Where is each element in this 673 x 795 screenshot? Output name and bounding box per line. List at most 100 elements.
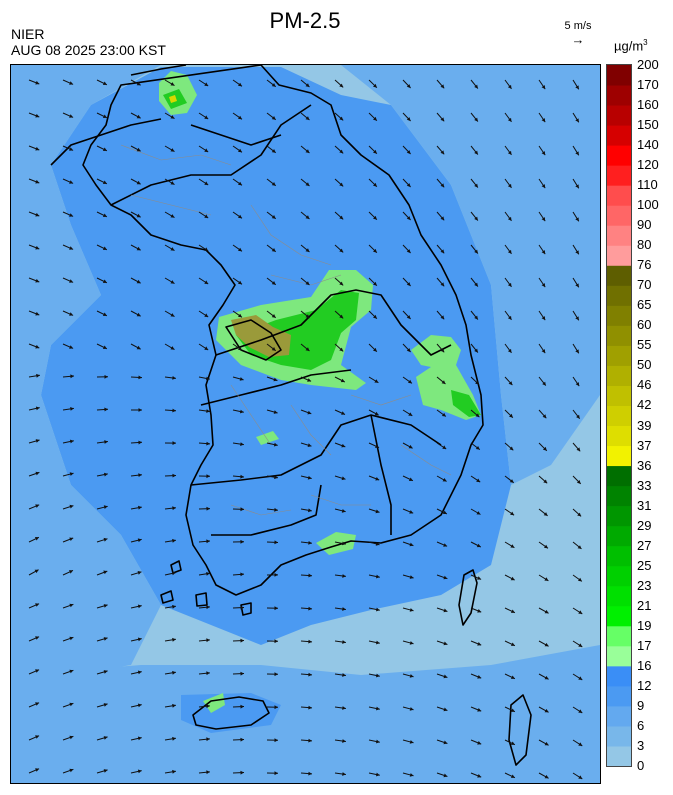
wind-vector-head — [544, 544, 548, 549]
wind-vector-head — [35, 669, 40, 673]
wind-vector-head — [541, 250, 546, 255]
wind-vector-head — [103, 736, 108, 740]
wind-vector-head — [342, 574, 346, 578]
wind-vector-head — [170, 115, 175, 119]
wind-vector-head — [103, 703, 108, 707]
map-title: PM-2.5 — [269, 8, 341, 33]
wind-vector-head — [137, 703, 142, 708]
wind-vector-head — [575, 184, 579, 189]
wind-vector-head — [541, 316, 546, 321]
wind-vector-head — [443, 575, 448, 580]
wind-vector-head — [507, 216, 512, 221]
wind-vector-head — [206, 474, 210, 479]
wind-vector-head — [170, 346, 175, 350]
legend-bin-0 — [607, 745, 631, 766]
wind-vector-head — [308, 508, 312, 513]
northeast-plume-core — [451, 390, 481, 417]
wind-vector-head — [577, 545, 582, 549]
wind-vector-head — [442, 510, 447, 514]
wind-vector-head — [406, 282, 411, 286]
wind-vector-head — [406, 117, 411, 121]
wind-vector-head — [373, 347, 377, 352]
wind-vector-head — [406, 216, 411, 220]
wind-vector-head — [239, 409, 244, 414]
legend-tick-label: 9 — [637, 697, 645, 713]
wind-vector-head — [271, 314, 276, 318]
wind-vector-head — [509, 446, 514, 451]
wind-vector-head — [443, 608, 448, 613]
legend-bin-28 — [607, 185, 631, 206]
legend-bin-34 — [607, 65, 631, 86]
concentration-field — [11, 65, 600, 783]
wind-vector-head — [274, 573, 278, 577]
wind-vector-head — [103, 637, 108, 641]
legend-tick-label: 19 — [637, 617, 652, 633]
wind-vector-head — [172, 703, 176, 708]
wind-vector-head — [510, 708, 515, 712]
wind-vector-head — [137, 670, 142, 675]
wind-vector-head — [342, 706, 346, 710]
legend-tick-label: 140 — [637, 137, 659, 153]
legend-tick-label: 65 — [637, 297, 652, 313]
wind-vector-head — [477, 708, 482, 712]
legend-tick-label: 42 — [637, 397, 652, 413]
wind-vector-head — [576, 447, 581, 452]
wind-vector-head — [541, 184, 546, 189]
wind-vector-head — [541, 349, 546, 354]
wind-vector-head — [477, 741, 482, 745]
wind-vector-head — [339, 248, 344, 253]
wind-vector-head — [238, 214, 242, 219]
wind-vector-head — [376, 673, 380, 678]
wind-vector-head — [510, 741, 515, 745]
wind-vector-head — [35, 80, 40, 85]
legend-bin-5 — [607, 645, 631, 667]
wind-vector-head — [136, 147, 141, 152]
legend-bin-27 — [607, 205, 631, 226]
legend-tick-label: 37 — [637, 437, 652, 453]
wind-vector-head — [339, 83, 344, 88]
wind-vector-head — [341, 509, 346, 513]
wind-vector-head — [240, 770, 244, 775]
wind-vector-head — [376, 739, 380, 744]
wind-vector-head — [578, 610, 583, 614]
wind-vector-head — [342, 640, 346, 644]
wind-vector-head — [305, 83, 310, 87]
wind-vector-head — [440, 282, 445, 287]
wind-vector-head — [406, 183, 411, 187]
wind-vector-head — [103, 604, 108, 608]
legend-bin-20 — [607, 345, 631, 366]
wind-vector-head — [442, 445, 447, 449]
wind-vector-head — [238, 313, 242, 318]
wind-vector-head — [576, 480, 581, 484]
wind-vector-head — [474, 183, 478, 188]
wind-vector-head — [342, 541, 346, 546]
tsushima-island — [508, 694, 532, 766]
wind-vector-head — [170, 181, 175, 185]
wind-vector-head — [274, 738, 278, 743]
agency-label: NIER AUG 08 2025 23:00 KST — [11, 26, 166, 58]
wind-vector-head — [544, 577, 549, 581]
wind-vector-head — [342, 673, 346, 677]
legend-bin-33 — [607, 85, 631, 106]
wind-vector-head — [544, 609, 549, 614]
wind-vector-head — [239, 377, 244, 381]
wind-vector-head — [35, 439, 40, 443]
wind-vector-head — [69, 439, 74, 444]
wind-vector-head — [373, 182, 377, 187]
legend-tick-label: 150 — [637, 117, 659, 133]
wind-vector-head — [204, 148, 209, 152]
wind-vector-head — [35, 212, 40, 217]
legend-color-bar — [607, 65, 631, 766]
wind-vector-head — [206, 737, 210, 742]
wind-vector-head — [543, 479, 548, 484]
wind-vector-head — [271, 248, 276, 252]
wind-vector-head — [373, 116, 377, 121]
wind-vector-head — [35, 504, 40, 508]
wind-vector-head — [578, 709, 583, 713]
wind-vector-head — [507, 117, 512, 122]
legend-bin-14 — [607, 465, 631, 487]
wind-vector-head — [240, 539, 244, 544]
wind-vector-head — [69, 81, 74, 85]
wind-vector-head — [575, 118, 579, 123]
wind-vector-head — [172, 670, 176, 675]
